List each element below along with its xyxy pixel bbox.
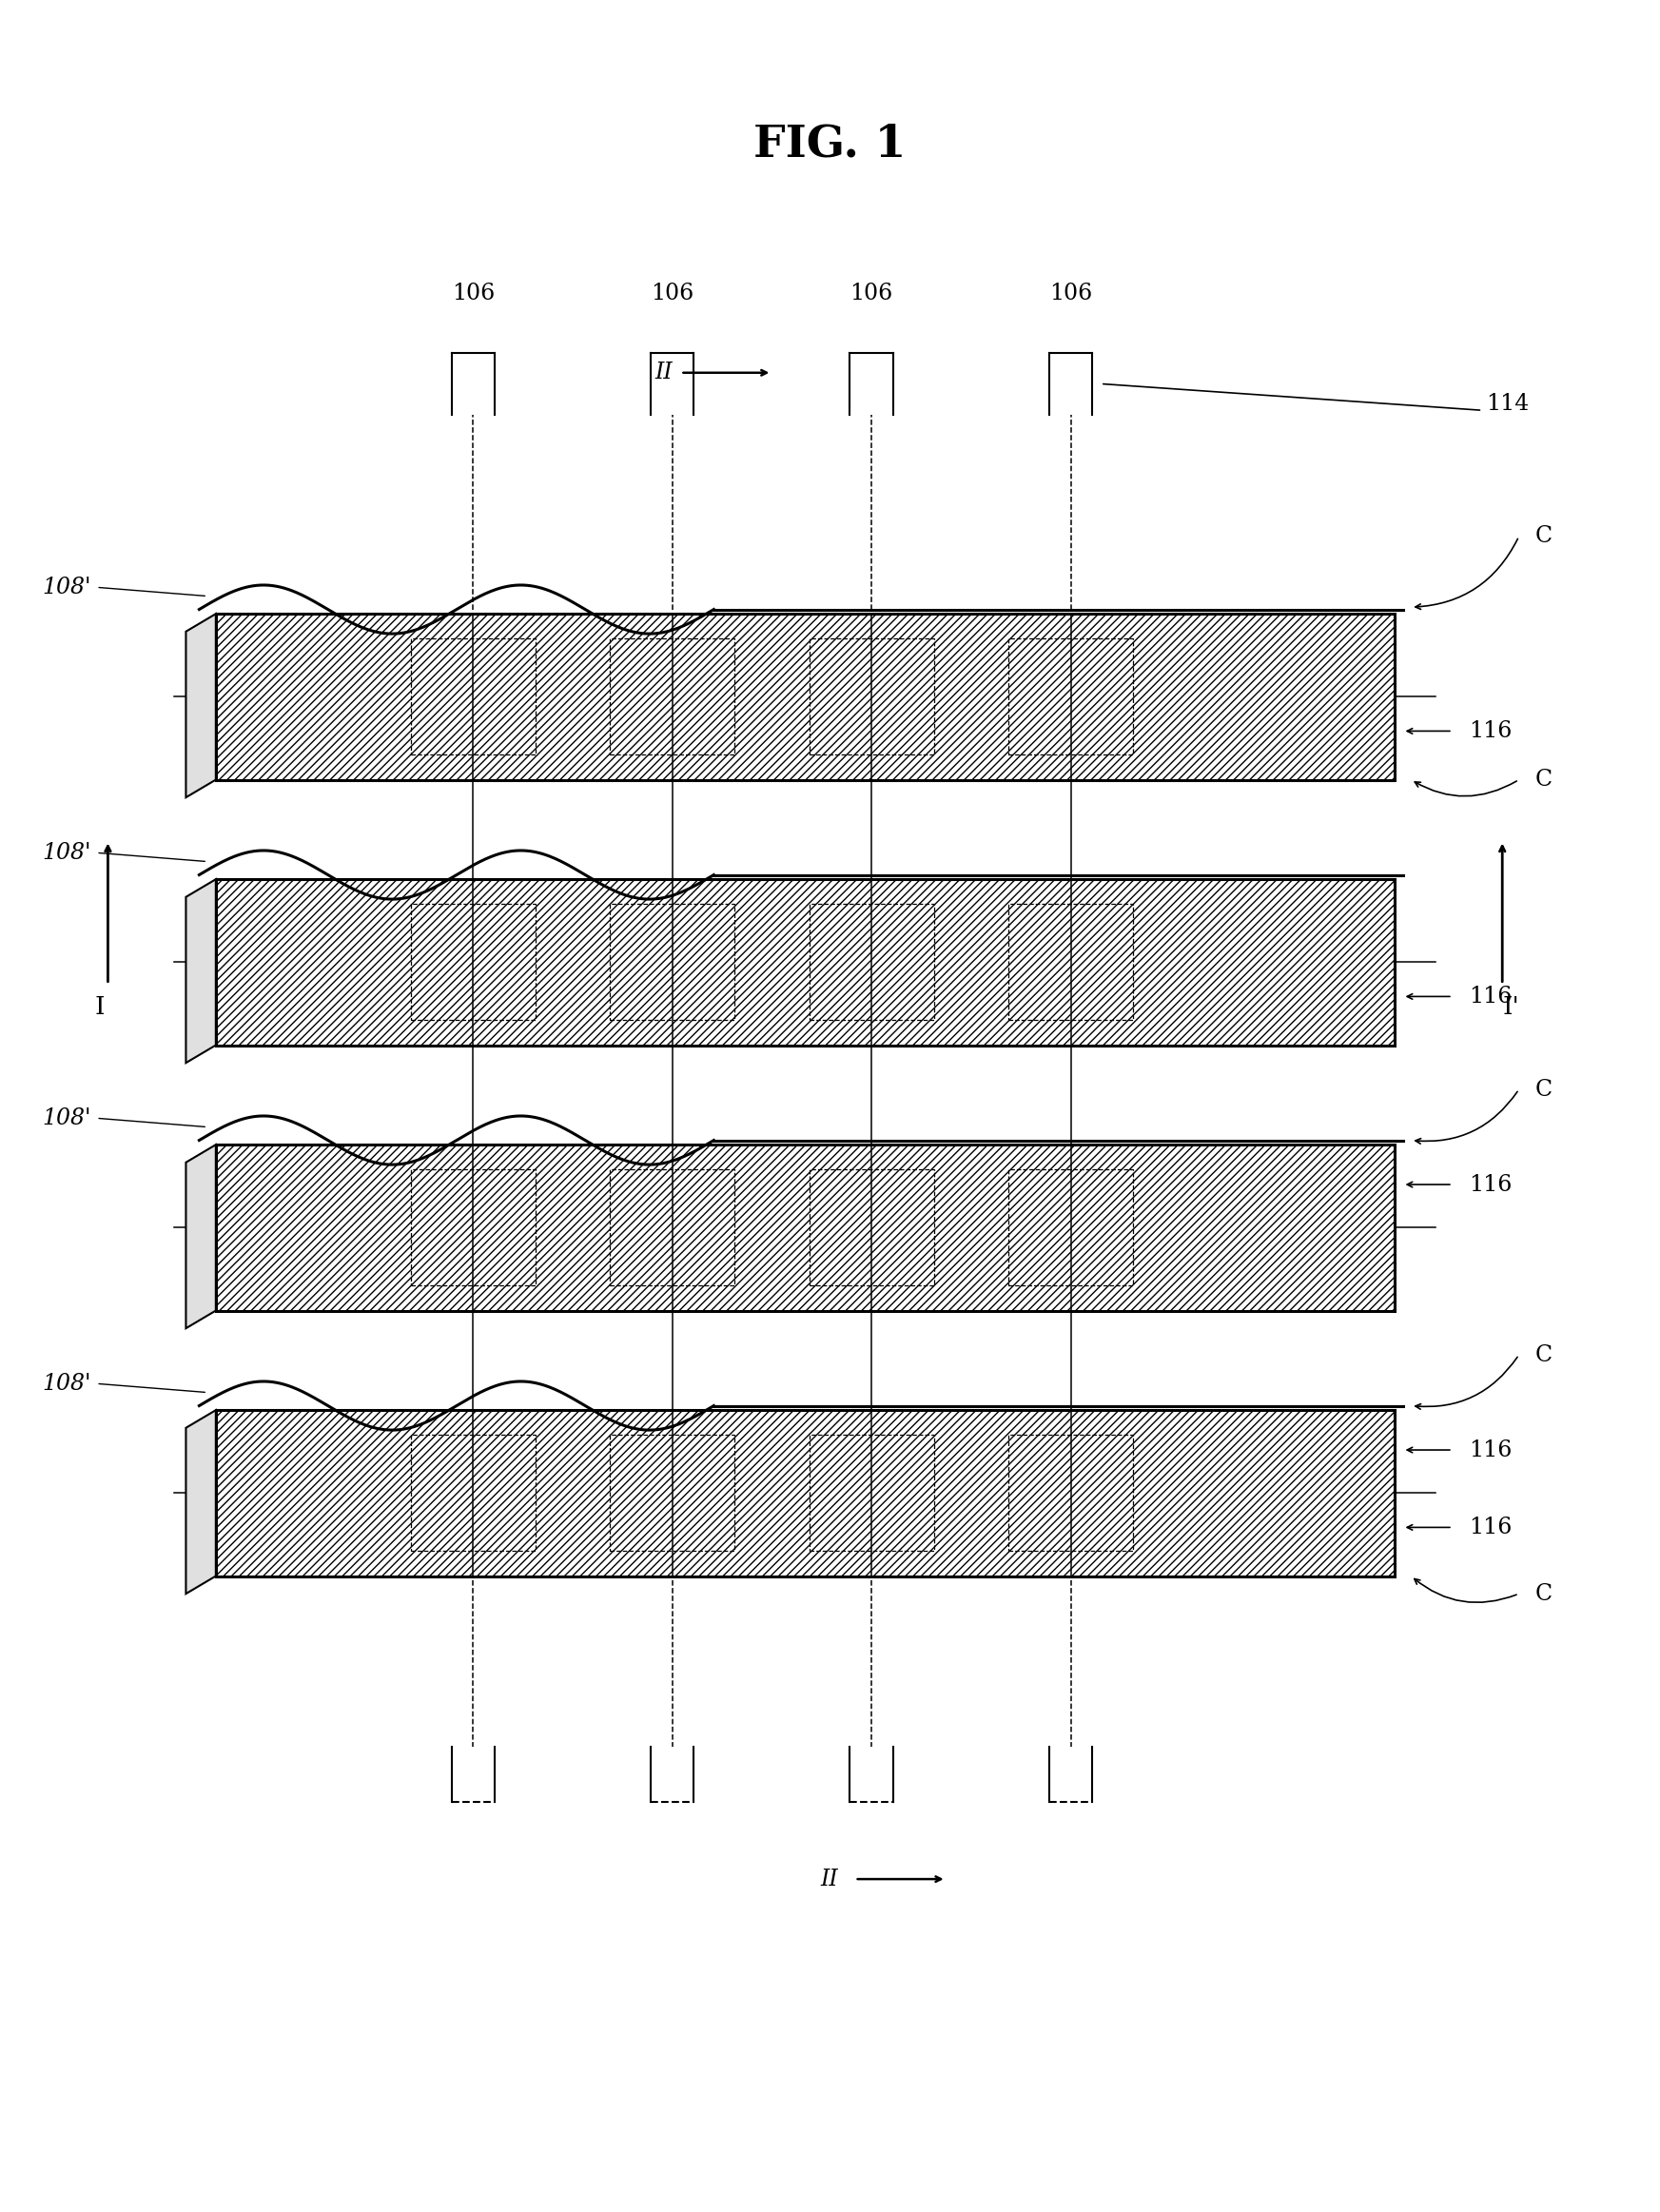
Text: 116: 116 (1469, 1517, 1512, 1537)
Text: 116: 116 (1469, 987, 1512, 1006)
Polygon shape (186, 880, 216, 1064)
Text: 106: 106 (850, 283, 893, 303)
Text: 116: 116 (1469, 721, 1512, 741)
Polygon shape (186, 1146, 216, 1327)
Polygon shape (186, 613, 216, 796)
Text: 108': 108' (42, 1108, 91, 1128)
Text: 116: 116 (1469, 1440, 1512, 1460)
Text: FIG. 1: FIG. 1 (754, 122, 906, 166)
Text: I: I (95, 995, 105, 1020)
Polygon shape (216, 880, 1394, 1046)
Polygon shape (216, 1146, 1394, 1310)
Text: I': I' (1502, 995, 1519, 1020)
Polygon shape (216, 1411, 1394, 1575)
Polygon shape (186, 1411, 216, 1593)
Text: 106: 106 (452, 283, 495, 303)
Text: C: C (1536, 770, 1552, 790)
Text: C: C (1536, 1345, 1552, 1365)
Text: 108': 108' (42, 577, 91, 597)
Text: II: II (820, 1869, 838, 1889)
Text: 108': 108' (42, 843, 91, 863)
Text: 106: 106 (651, 283, 694, 303)
Text: C: C (1536, 1079, 1552, 1099)
Polygon shape (216, 613, 1394, 779)
Text: 114: 114 (1486, 394, 1529, 414)
Text: 108': 108' (42, 1374, 91, 1394)
Text: II: II (654, 363, 672, 383)
Text: 116: 116 (1469, 1175, 1512, 1194)
Text: 106: 106 (1049, 283, 1092, 303)
Text: C: C (1536, 1584, 1552, 1604)
Text: C: C (1536, 526, 1552, 546)
